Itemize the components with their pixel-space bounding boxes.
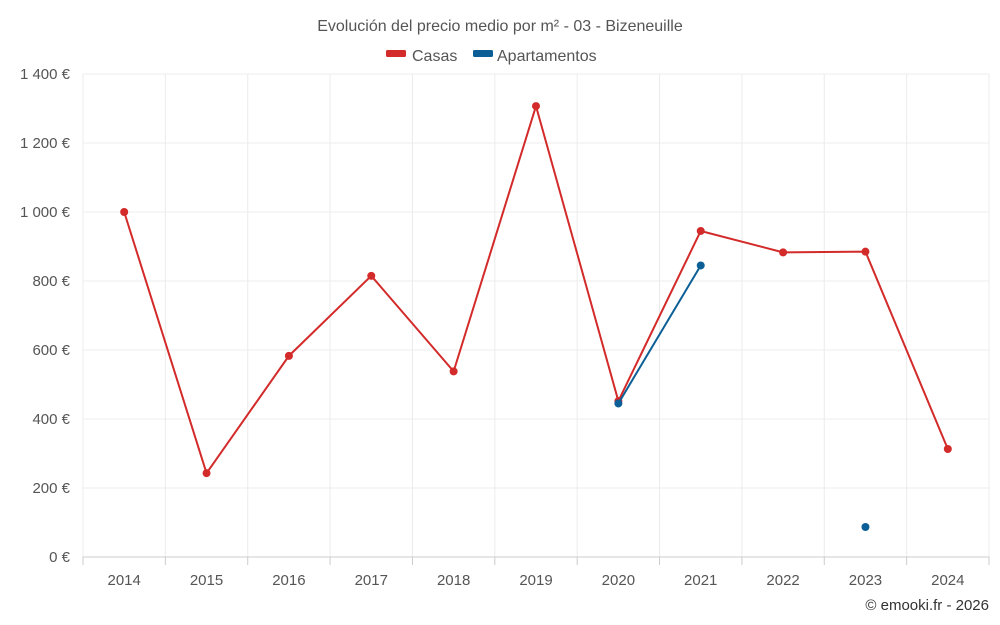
legend-item-apartamentos[interactable]: Apartamentos [473,48,597,65]
data-point-casas[interactable] [861,247,870,256]
series [120,102,952,531]
legend-swatch-casas [386,50,406,57]
x-tick-label: 2022 [766,572,799,589]
x-tick-label: 2024 [931,572,964,589]
y-tick-label: 1 000 € [20,204,71,221]
x-tick-label: 2014 [107,572,140,589]
data-point-casas[interactable] [696,226,705,235]
series-line-apartamentos [617,264,702,404]
data-point-casas[interactable] [779,248,788,257]
x-tick-label: 2023 [849,572,882,589]
grid [82,73,990,557]
data-point-apartamentos[interactable] [861,522,870,531]
legend: Casas Apartamentos [386,48,597,65]
x-tick-label: 2016 [272,572,305,589]
series-casas [120,102,952,478]
y-tick-label: 400 € [32,411,70,428]
data-point-casas[interactable] [202,469,211,478]
data-point-casas[interactable] [532,102,540,111]
y-axis-ticks: 0 € 200 € 400 € 600 € 800 € 1 000 € 1 200 € 1 4… [20,66,71,566]
legend-item-casas[interactable]: Casas [386,48,457,65]
x-tick-label: 2015 [190,572,223,589]
credit-text: © emooki.fr - 2026 [865,597,989,614]
x-tick-label: 2018 [437,572,470,589]
series-apartamentos [614,261,870,531]
legend-swatch-apartamentos [473,50,493,57]
data-point-apartamentos[interactable] [696,261,705,270]
y-tick-label: 600 € [32,342,70,359]
data-point-casas[interactable] [449,367,458,376]
data-point-casas[interactable] [943,445,952,454]
x-tick-label: 2017 [355,572,388,589]
data-point-casas[interactable] [284,351,293,360]
y-tick-label: 800 € [32,273,70,290]
legend-label-apartamentos: Apartamentos [497,48,597,65]
chart-title: Evolución del precio medio por m² - 03 -… [317,18,683,35]
x-axis-ticks: 2014 2015 2016 2017 2018 2019 2020 2021 2022 2023… [107,572,964,589]
x-tick-label: 2021 [684,572,717,589]
y-tick-label: 200 € [32,480,70,497]
y-tick-label: 0 € [49,549,71,566]
data-point-casas[interactable] [367,271,376,280]
data-point-apartamentos[interactable] [614,399,623,408]
y-tick-label: 1 200 € [20,135,71,152]
axes [82,556,990,565]
y-tick-label: 1 400 € [20,66,71,83]
legend-label-casas: Casas [412,48,457,65]
x-tick-label: 2020 [602,572,635,589]
x-tick-label: 2019 [519,572,552,589]
data-point-casas[interactable] [120,208,129,216]
